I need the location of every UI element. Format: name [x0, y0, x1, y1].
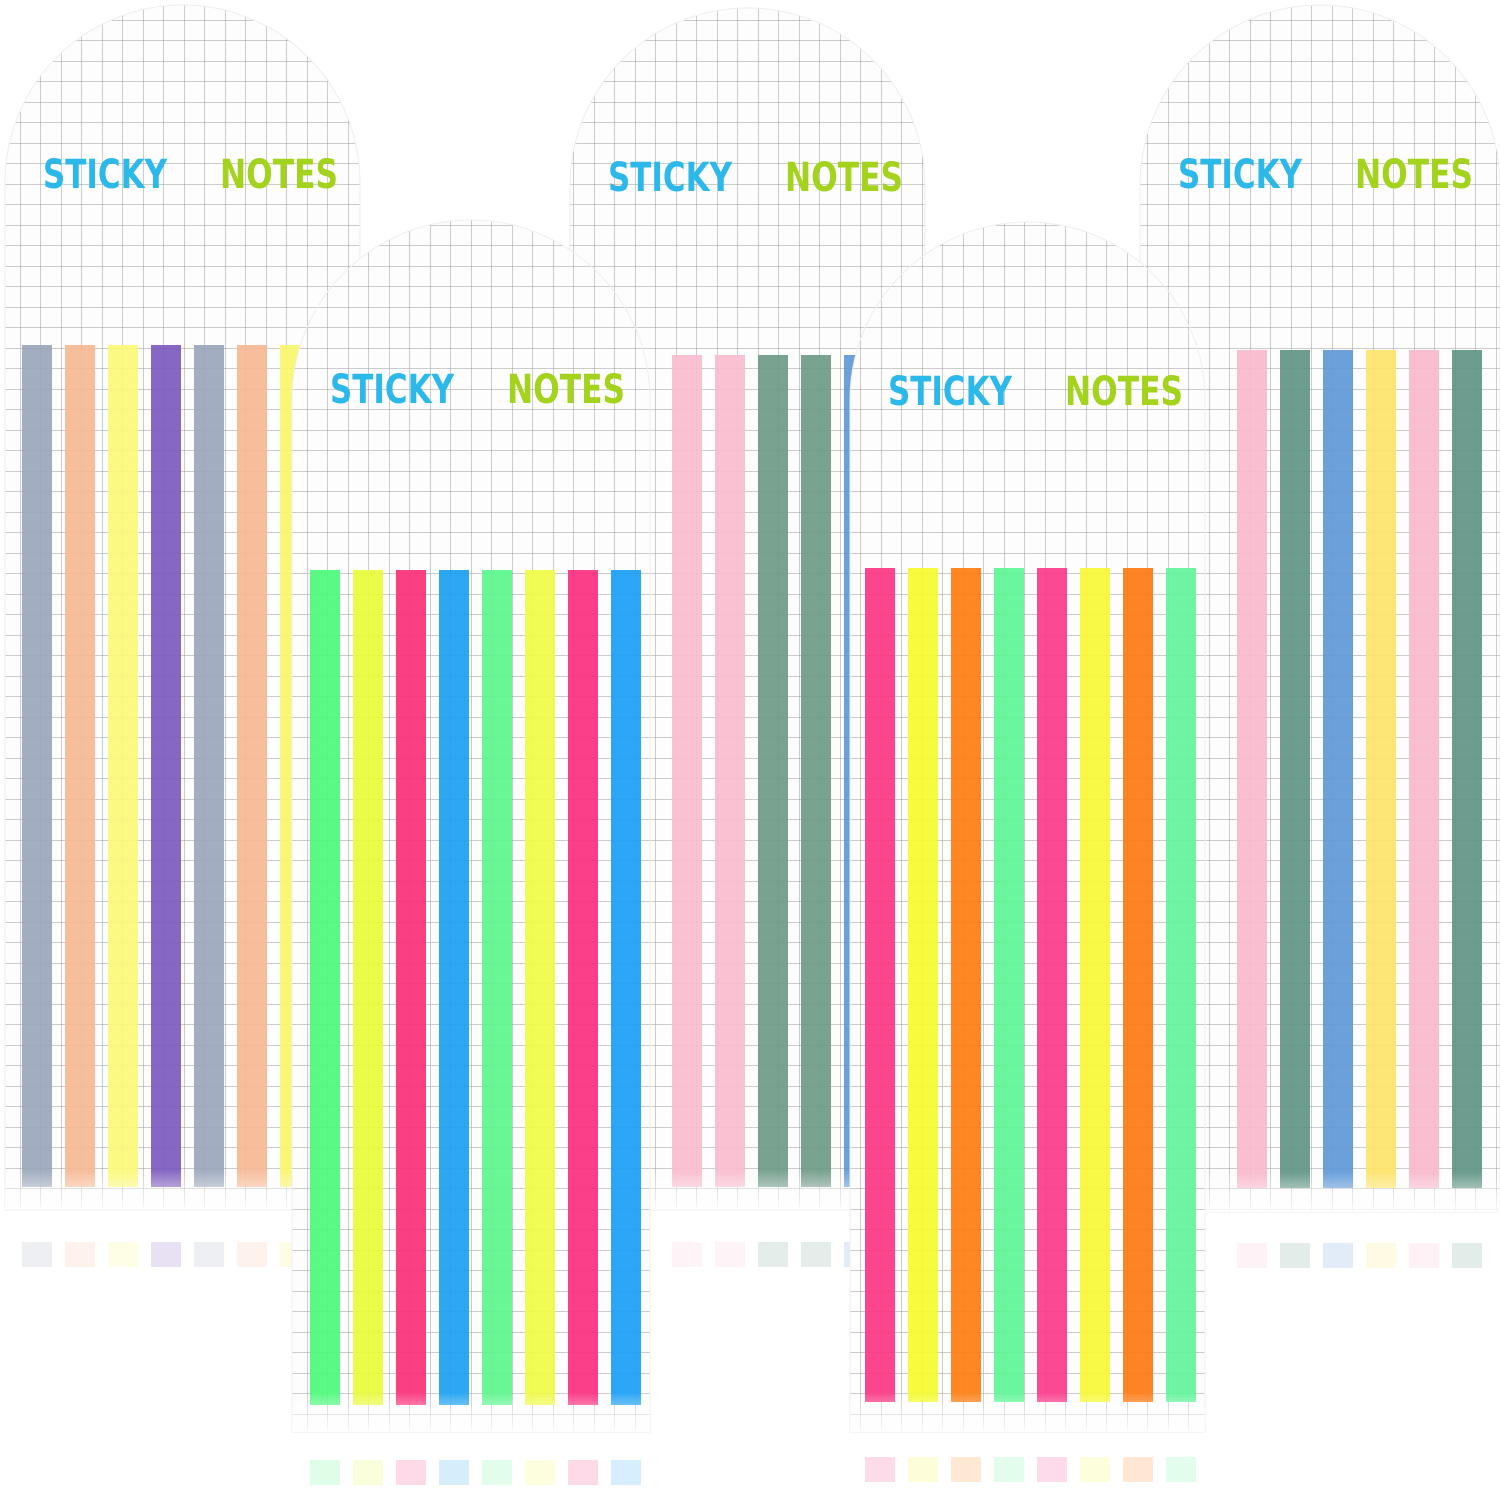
highlighter-strip [1452, 350, 1482, 1188]
strip-reflection [1123, 1457, 1153, 1482]
highlighter-strip [237, 345, 267, 1187]
highlighter-strip [525, 570, 555, 1405]
label-notes: NOTES [785, 155, 903, 201]
highlighter-strip [310, 570, 340, 1405]
label-notes: NOTES [220, 152, 338, 198]
highlighter-strip [396, 570, 426, 1405]
strip-reflection [611, 1460, 641, 1485]
highlighter-strip [865, 568, 895, 1402]
card-backing [849, 221, 1206, 1433]
highlighter-strip [1237, 350, 1267, 1188]
strip-reflection [801, 1242, 831, 1267]
highlighter-strip [151, 345, 181, 1187]
strip-reflection [715, 1242, 745, 1267]
strip-reflection [1323, 1243, 1353, 1268]
label-notes: NOTES [1355, 152, 1473, 198]
highlighter-strip [353, 570, 383, 1405]
sticky-note-card: STICKY NOTES [849, 221, 1206, 1482]
strip-reflection [1280, 1243, 1310, 1268]
label-sticky: STICKY [1178, 152, 1303, 198]
highlighter-strip [994, 568, 1024, 1402]
strip-reflection [151, 1242, 181, 1267]
label-notes: NOTES [1065, 369, 1183, 415]
card-fade [292, 1392, 650, 1432]
card-backing [569, 7, 926, 1211]
highlighter-strip [801, 355, 831, 1187]
highlighter-strip [611, 570, 641, 1405]
strip-reflection [237, 1242, 267, 1267]
strip-reflection [951, 1457, 981, 1482]
strip-reflection [108, 1242, 138, 1267]
label-sticky: STICKY [888, 369, 1013, 415]
highlighter-strip [1080, 568, 1110, 1402]
highlighter-strip [715, 355, 745, 1187]
highlighter-strip [1280, 350, 1310, 1188]
label-notes: NOTES [507, 367, 625, 413]
strip-reflection [1237, 1243, 1267, 1268]
strip-reflection [310, 1460, 340, 1485]
highlighter-strip [482, 570, 512, 1405]
highlighter-strip [65, 345, 95, 1187]
highlighter-strip [1037, 568, 1067, 1402]
highlighter-strip [1409, 350, 1439, 1188]
highlighter-strip [568, 570, 598, 1405]
highlighter-strip [108, 345, 138, 1187]
strip-reflection [353, 1460, 383, 1485]
strip-reflection [194, 1242, 224, 1267]
highlighter-strip [672, 355, 702, 1187]
highlighter-strip [908, 568, 938, 1402]
strip-reflection [865, 1457, 895, 1482]
sticky-note-card: STICKY NOTES [291, 219, 651, 1485]
strip-reflection [396, 1460, 426, 1485]
strip-reflection [439, 1460, 469, 1485]
label-sticky: STICKY [43, 152, 168, 198]
label-sticky: STICKY [330, 367, 455, 413]
strip-reflection [908, 1457, 938, 1482]
highlighter-strip [439, 570, 469, 1405]
strip-reflection [1080, 1457, 1110, 1482]
strip-reflection [1409, 1243, 1439, 1268]
highlighter-strip [1366, 350, 1396, 1188]
highlighter-strip [1166, 568, 1196, 1402]
highlighter-strip [1123, 568, 1153, 1402]
strip-reflection [758, 1242, 788, 1267]
label-sticky: STICKY [608, 155, 733, 201]
strip-reflection [1037, 1457, 1067, 1482]
sticky-note-card: STICKY NOTES [569, 7, 926, 1267]
card-fade [850, 1392, 1205, 1432]
strip-reflection [525, 1460, 555, 1485]
highlighter-strip [758, 355, 788, 1187]
strip-reflection [568, 1460, 598, 1485]
strip-reflection [1366, 1243, 1396, 1268]
highlighter-strip [22, 345, 52, 1187]
strip-reflection [672, 1242, 702, 1267]
highlighter-strip [951, 568, 981, 1402]
highlighter-strip [1323, 350, 1353, 1188]
strip-reflection [1452, 1243, 1482, 1268]
strip-reflection [22, 1242, 52, 1267]
strip-reflection [65, 1242, 95, 1267]
strip-reflection [1166, 1457, 1196, 1482]
strip-reflection [482, 1460, 512, 1485]
strip-reflection [994, 1457, 1024, 1482]
highlighter-strip [194, 345, 224, 1187]
